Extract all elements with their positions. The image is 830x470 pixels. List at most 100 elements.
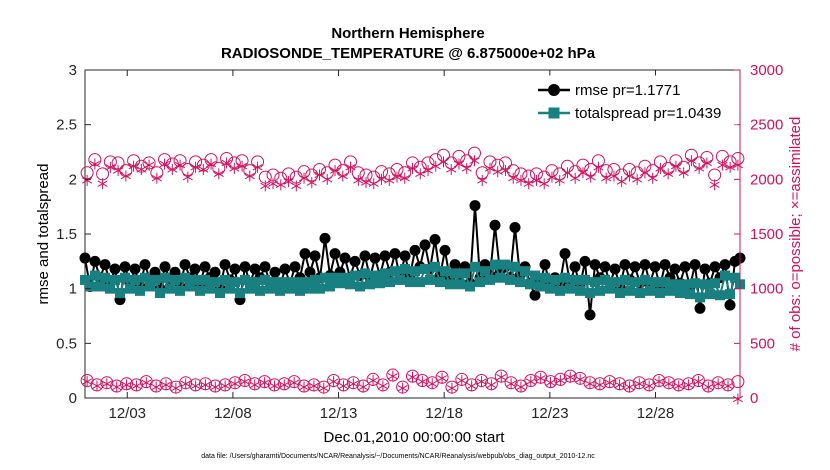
y-left-tick-label: 1	[69, 281, 77, 298]
totalspread-point	[190, 274, 200, 285]
asterisk-stroke	[476, 378, 487, 385]
assimilated-obs-marker	[570, 172, 581, 184]
assimilated-obs-marker	[500, 165, 511, 177]
rmse-point	[584, 309, 596, 321]
asterisk-stroke	[89, 160, 100, 168]
totalspread-point	[605, 283, 615, 294]
asterisk-stroke	[198, 166, 209, 173]
totalspread-point	[105, 283, 115, 294]
totalspread-point	[465, 281, 475, 292]
totalspread-point	[525, 279, 535, 290]
y-right-tick-label: 1000	[750, 281, 783, 298]
assimilated-obs-marker	[249, 379, 260, 391]
asterisk-stroke	[456, 377, 467, 384]
rmse-point	[639, 259, 651, 271]
x-tick-label: 12/23	[531, 405, 569, 422]
asterisk-stroke	[144, 161, 155, 169]
rmse-point	[619, 259, 631, 271]
assimilated-obs-marker	[554, 174, 565, 186]
assimilated-obs-marker	[496, 371, 507, 383]
assimilated-obs-marker	[141, 377, 152, 389]
assimilated-obs-marker	[322, 173, 333, 185]
totalspread-point	[220, 274, 230, 285]
rmse-point	[419, 239, 431, 251]
x-tick-label: 12/13	[320, 405, 358, 422]
totalspread-point	[185, 281, 195, 292]
totalspread-point	[720, 270, 730, 281]
totalspread-point	[395, 274, 405, 285]
totalspread-point	[425, 274, 435, 285]
totalspread-point	[595, 285, 605, 296]
asterisk-stroke	[437, 375, 448, 382]
totalspread-point	[340, 272, 350, 283]
totalspread-point	[580, 274, 590, 285]
asterisk-stroke	[508, 175, 519, 182]
legend-rmse-label: rmse pr=1.1771	[575, 82, 680, 99]
asterisk-stroke	[279, 381, 290, 389]
rmse-point	[109, 263, 121, 275]
assimilated-obs-marker	[686, 155, 697, 167]
totalspread-point	[685, 289, 695, 300]
asterisk-stroke	[159, 160, 170, 168]
assimilated-obs-marker	[670, 160, 681, 172]
assimilated-obs-marker	[318, 382, 329, 394]
asterisk-stroke	[584, 380, 596, 387]
totalspread-point	[140, 272, 150, 283]
totalspread-point	[625, 285, 635, 296]
rmse-point	[249, 263, 261, 275]
totalspread-point	[545, 283, 555, 294]
rmse-point	[649, 261, 661, 273]
asterisk-stroke	[594, 381, 605, 389]
asterisk-stroke	[345, 164, 356, 171]
totalspread-point	[175, 285, 185, 296]
asterisk-stroke	[535, 375, 546, 382]
asterisk-stroke	[82, 177, 93, 184]
assimilated-obs-marker	[279, 379, 290, 391]
assimilated-obs-marker	[407, 162, 418, 174]
totalspread-point	[670, 279, 680, 290]
rmse-point	[709, 261, 721, 273]
totalspread-point	[420, 263, 430, 274]
asterisk-stroke	[229, 165, 240, 172]
assimilated-obs-marker	[663, 168, 674, 180]
totalspread-point	[305, 283, 315, 294]
y-left-tick-label: 3	[69, 62, 77, 79]
totalspread-point	[610, 277, 620, 288]
totalspread-point	[240, 274, 250, 285]
totalspread-point	[145, 281, 155, 292]
assimilated-obs-marker	[190, 161, 201, 173]
asterisk-stroke	[314, 171, 325, 179]
rmse-point	[209, 266, 221, 278]
asterisk-stroke	[693, 378, 704, 385]
x-tick-label: 12/18	[425, 405, 463, 422]
assimilated-obs-marker	[190, 380, 201, 392]
assimilated-obs-marker	[585, 171, 596, 183]
assimilated-obs-marker	[407, 371, 418, 383]
rmse-point	[669, 263, 681, 275]
totalspread-point	[125, 283, 135, 294]
totalspread-point	[590, 277, 600, 288]
rmse-point	[129, 263, 141, 275]
assimilated-obs-marker	[477, 174, 488, 186]
assimilated-obs-marker	[515, 381, 526, 393]
assimilated-obs-marker	[722, 380, 734, 392]
assimilated-obs-marker	[337, 170, 348, 182]
totalspread-point	[180, 272, 190, 283]
totalspread-point	[565, 283, 575, 294]
rmse-point	[439, 244, 451, 256]
asterisk-stroke	[229, 380, 241, 387]
assimilated-obs-marker	[709, 179, 720, 191]
assimilated-obs-marker	[565, 371, 576, 383]
asterisk-stroke	[570, 175, 581, 182]
rmse-point	[279, 263, 291, 275]
assimilated-obs-marker	[417, 376, 428, 388]
assimilated-obs-marker	[121, 379, 132, 391]
asterisk-stroke	[634, 380, 645, 387]
asterisk-stroke	[614, 381, 625, 389]
asterisk-stroke	[151, 383, 162, 391]
assimilated-obs-marker	[678, 167, 689, 179]
asterisk-stroke	[407, 165, 418, 172]
asterisk-stroke	[101, 380, 112, 387]
plot-area	[79, 69, 746, 405]
rmse-point	[539, 259, 551, 271]
